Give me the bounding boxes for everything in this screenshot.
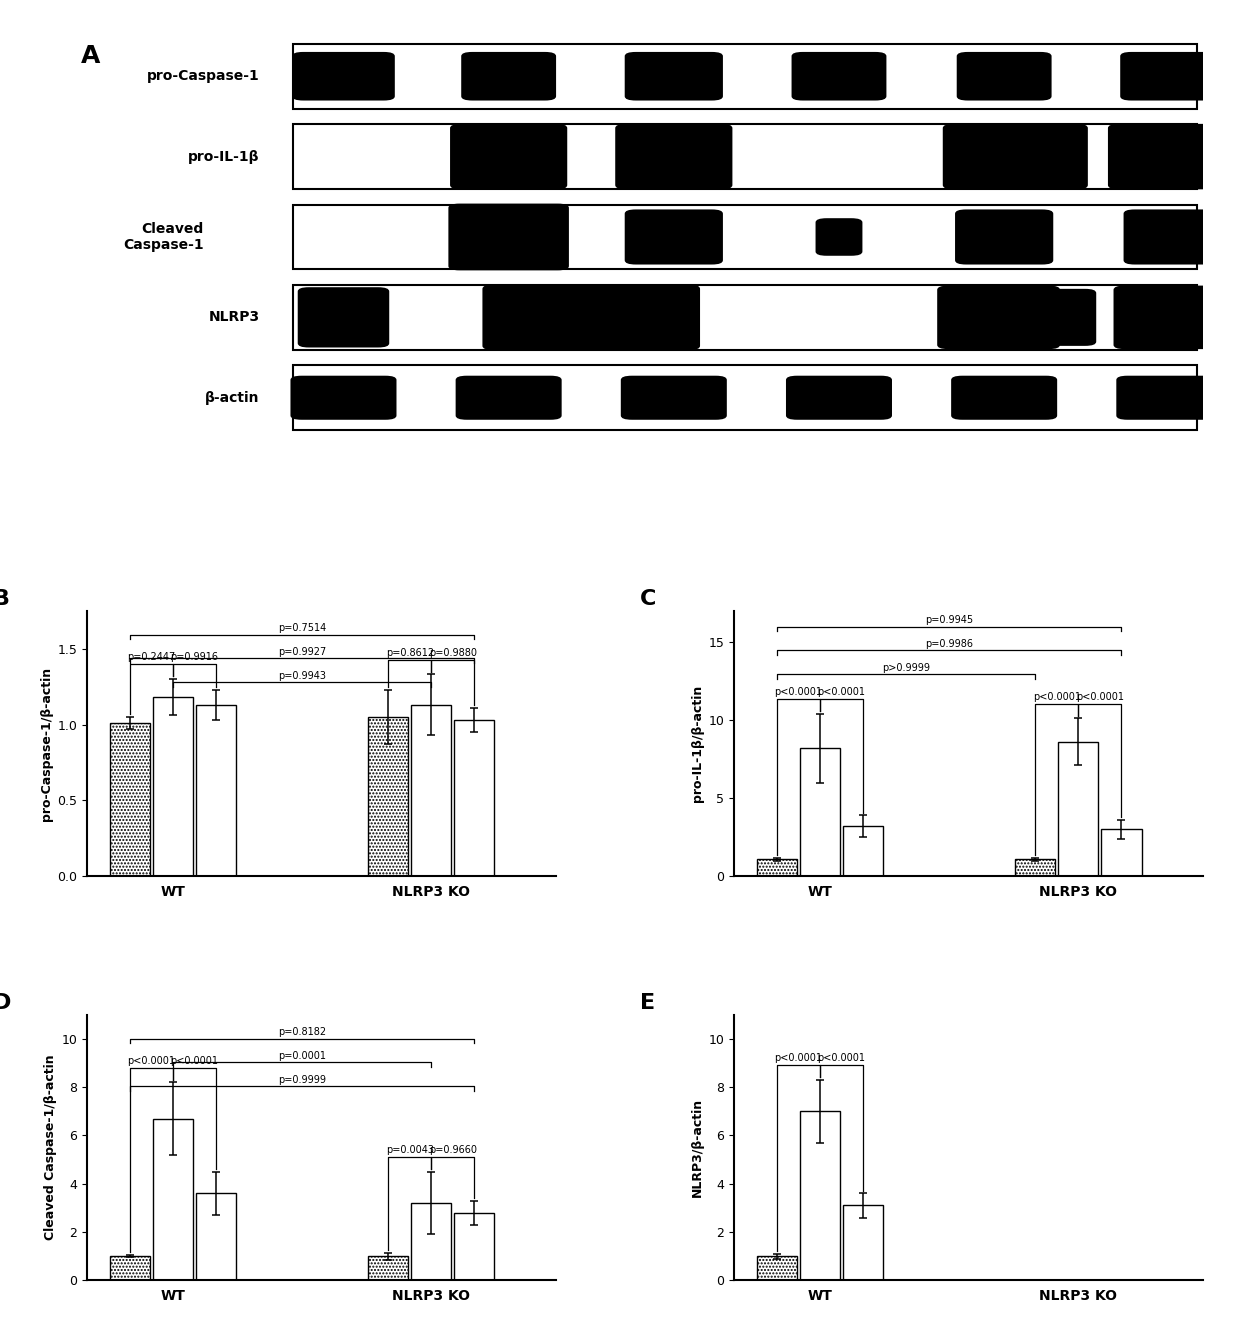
Text: p=0.0001: p=0.0001 bbox=[278, 1051, 326, 1061]
FancyBboxPatch shape bbox=[625, 210, 723, 264]
Bar bbox=[196, 1193, 236, 1280]
Bar bbox=[368, 717, 408, 876]
Bar bbox=[293, 124, 1198, 189]
FancyBboxPatch shape bbox=[951, 376, 1058, 420]
FancyBboxPatch shape bbox=[1120, 51, 1219, 100]
FancyBboxPatch shape bbox=[482, 285, 701, 350]
Bar bbox=[412, 1203, 451, 1280]
FancyBboxPatch shape bbox=[1123, 210, 1215, 264]
Text: p=0.8182: p=0.8182 bbox=[278, 1027, 326, 1038]
Text: p=0.9880: p=0.9880 bbox=[429, 648, 477, 657]
Text: p<0.0001: p<0.0001 bbox=[128, 1056, 175, 1065]
Bar bbox=[412, 705, 451, 876]
FancyBboxPatch shape bbox=[293, 51, 394, 100]
Bar bbox=[843, 826, 883, 876]
Bar bbox=[110, 1257, 150, 1280]
Text: p<0.0001: p<0.0001 bbox=[170, 1056, 218, 1065]
Bar bbox=[293, 44, 1198, 108]
Bar bbox=[368, 1257, 408, 1280]
Text: C: C bbox=[640, 589, 656, 610]
Text: p=0.9927: p=0.9927 bbox=[278, 647, 326, 657]
FancyBboxPatch shape bbox=[1002, 289, 1096, 346]
FancyBboxPatch shape bbox=[957, 51, 1052, 100]
Bar bbox=[800, 1111, 841, 1280]
Text: p=0.8612: p=0.8612 bbox=[386, 648, 434, 657]
FancyBboxPatch shape bbox=[937, 285, 1060, 348]
Bar bbox=[293, 285, 1198, 350]
Bar bbox=[756, 859, 797, 876]
FancyBboxPatch shape bbox=[955, 210, 1053, 264]
Text: p=0.9999: p=0.9999 bbox=[278, 1074, 326, 1085]
Text: p<0.0001: p<0.0001 bbox=[817, 1053, 866, 1063]
Bar bbox=[153, 697, 193, 876]
FancyBboxPatch shape bbox=[455, 376, 562, 420]
Text: p=0.2447: p=0.2447 bbox=[128, 652, 176, 663]
Bar bbox=[800, 748, 841, 876]
Y-axis label: Cleaved Caspase-1/β-actin: Cleaved Caspase-1/β-actin bbox=[45, 1055, 57, 1241]
Text: B: B bbox=[0, 589, 10, 610]
Bar bbox=[756, 1257, 797, 1280]
FancyBboxPatch shape bbox=[450, 124, 567, 189]
Text: p>0.9999: p>0.9999 bbox=[882, 663, 930, 673]
Y-axis label: pro-Caspase-1/β-actin: pro-Caspase-1/β-actin bbox=[40, 667, 53, 821]
FancyBboxPatch shape bbox=[290, 376, 397, 420]
FancyBboxPatch shape bbox=[621, 376, 727, 420]
Text: p=0.9943: p=0.9943 bbox=[278, 671, 326, 681]
Text: pro-IL-1β: pro-IL-1β bbox=[188, 149, 259, 164]
Text: pro-Caspase-1: pro-Caspase-1 bbox=[148, 69, 259, 83]
Bar bbox=[153, 1118, 193, 1280]
Text: p=0.9916: p=0.9916 bbox=[170, 652, 218, 663]
FancyBboxPatch shape bbox=[786, 376, 892, 420]
FancyBboxPatch shape bbox=[1116, 376, 1223, 420]
Y-axis label: pro-IL-1β/β-actin: pro-IL-1β/β-actin bbox=[691, 685, 704, 803]
Text: Cleaved
Caspase-1: Cleaved Caspase-1 bbox=[123, 222, 203, 252]
FancyBboxPatch shape bbox=[298, 288, 389, 347]
Text: p<0.0001: p<0.0001 bbox=[817, 686, 866, 697]
Bar bbox=[454, 719, 495, 876]
Text: p=0.0043: p=0.0043 bbox=[386, 1144, 434, 1155]
Text: β-actin: β-actin bbox=[206, 391, 259, 405]
Text: NLRP3: NLRP3 bbox=[208, 310, 259, 325]
Text: p=0.7514: p=0.7514 bbox=[278, 623, 326, 632]
Text: p<0.0001: p<0.0001 bbox=[1076, 692, 1123, 702]
Bar bbox=[196, 705, 236, 876]
FancyBboxPatch shape bbox=[1109, 124, 1240, 189]
Bar bbox=[1058, 742, 1099, 876]
FancyBboxPatch shape bbox=[615, 124, 733, 189]
FancyBboxPatch shape bbox=[1114, 285, 1240, 348]
FancyBboxPatch shape bbox=[816, 218, 862, 256]
Bar bbox=[110, 723, 150, 876]
Text: p<0.0001: p<0.0001 bbox=[1033, 692, 1081, 702]
Y-axis label: NLRP3/β-actin: NLRP3/β-actin bbox=[691, 1098, 704, 1197]
Bar bbox=[454, 1213, 495, 1280]
FancyBboxPatch shape bbox=[625, 51, 723, 100]
Bar bbox=[293, 205, 1198, 269]
Bar bbox=[293, 366, 1198, 430]
Text: p=0.9945: p=0.9945 bbox=[925, 615, 973, 624]
Text: A: A bbox=[82, 44, 100, 67]
FancyBboxPatch shape bbox=[449, 203, 569, 271]
FancyBboxPatch shape bbox=[942, 124, 1087, 189]
Text: p=0.9660: p=0.9660 bbox=[429, 1144, 477, 1155]
Bar bbox=[1016, 859, 1055, 876]
FancyBboxPatch shape bbox=[791, 51, 887, 100]
Text: p<0.0001: p<0.0001 bbox=[775, 686, 822, 697]
Text: D: D bbox=[0, 994, 11, 1014]
FancyBboxPatch shape bbox=[461, 51, 556, 100]
Text: p<0.0001: p<0.0001 bbox=[775, 1053, 822, 1063]
Bar bbox=[1101, 829, 1142, 876]
Text: p=0.9986: p=0.9986 bbox=[925, 639, 973, 649]
Text: E: E bbox=[640, 994, 655, 1014]
Bar bbox=[843, 1205, 883, 1280]
